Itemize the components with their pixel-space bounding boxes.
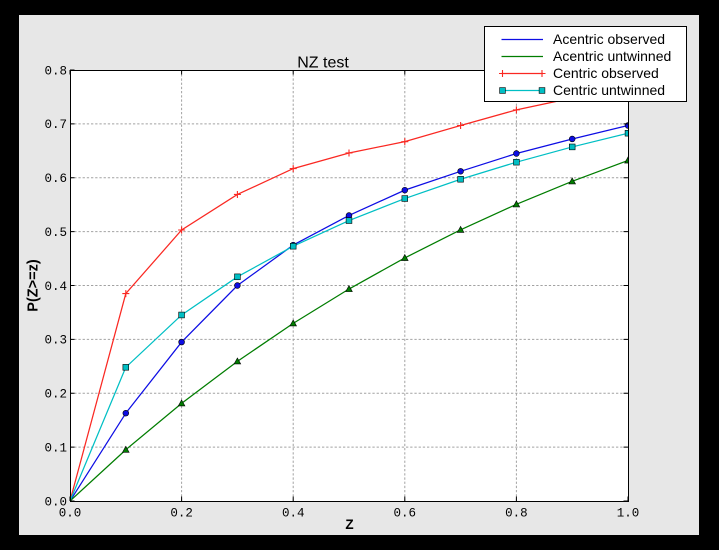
svg-text:0.0: 0.0 [59, 507, 82, 521]
svg-text:0.5: 0.5 [44, 226, 67, 240]
svg-text:Centric untwinned: Centric untwinned [553, 82, 665, 98]
svg-text:NZ test: NZ test [297, 55, 349, 72]
svg-text:P(Z>=z): P(Z>=z) [26, 259, 42, 312]
svg-text:0.2: 0.2 [170, 507, 193, 521]
svg-text:0.6: 0.6 [394, 507, 417, 521]
svg-text:0.8: 0.8 [505, 507, 528, 521]
svg-text:Acentric observed: Acentric observed [553, 31, 665, 47]
svg-text:1.0: 1.0 [617, 507, 640, 521]
svg-text:0.1: 0.1 [44, 441, 67, 455]
svg-text:0.3: 0.3 [44, 334, 67, 348]
svg-text:Centric observed: Centric observed [553, 65, 659, 81]
svg-text:0.0: 0.0 [44, 495, 67, 509]
svg-text:0.6: 0.6 [44, 172, 67, 186]
svg-text:0.2: 0.2 [44, 388, 67, 402]
svg-text:Z: Z [345, 517, 353, 532]
svg-text:0.4: 0.4 [282, 507, 305, 521]
svg-text:0.8: 0.8 [44, 64, 67, 78]
svg-text:Acentric untwinned: Acentric untwinned [553, 48, 671, 64]
svg-text:0.4: 0.4 [44, 280, 67, 294]
svg-text:0.7: 0.7 [44, 118, 67, 132]
